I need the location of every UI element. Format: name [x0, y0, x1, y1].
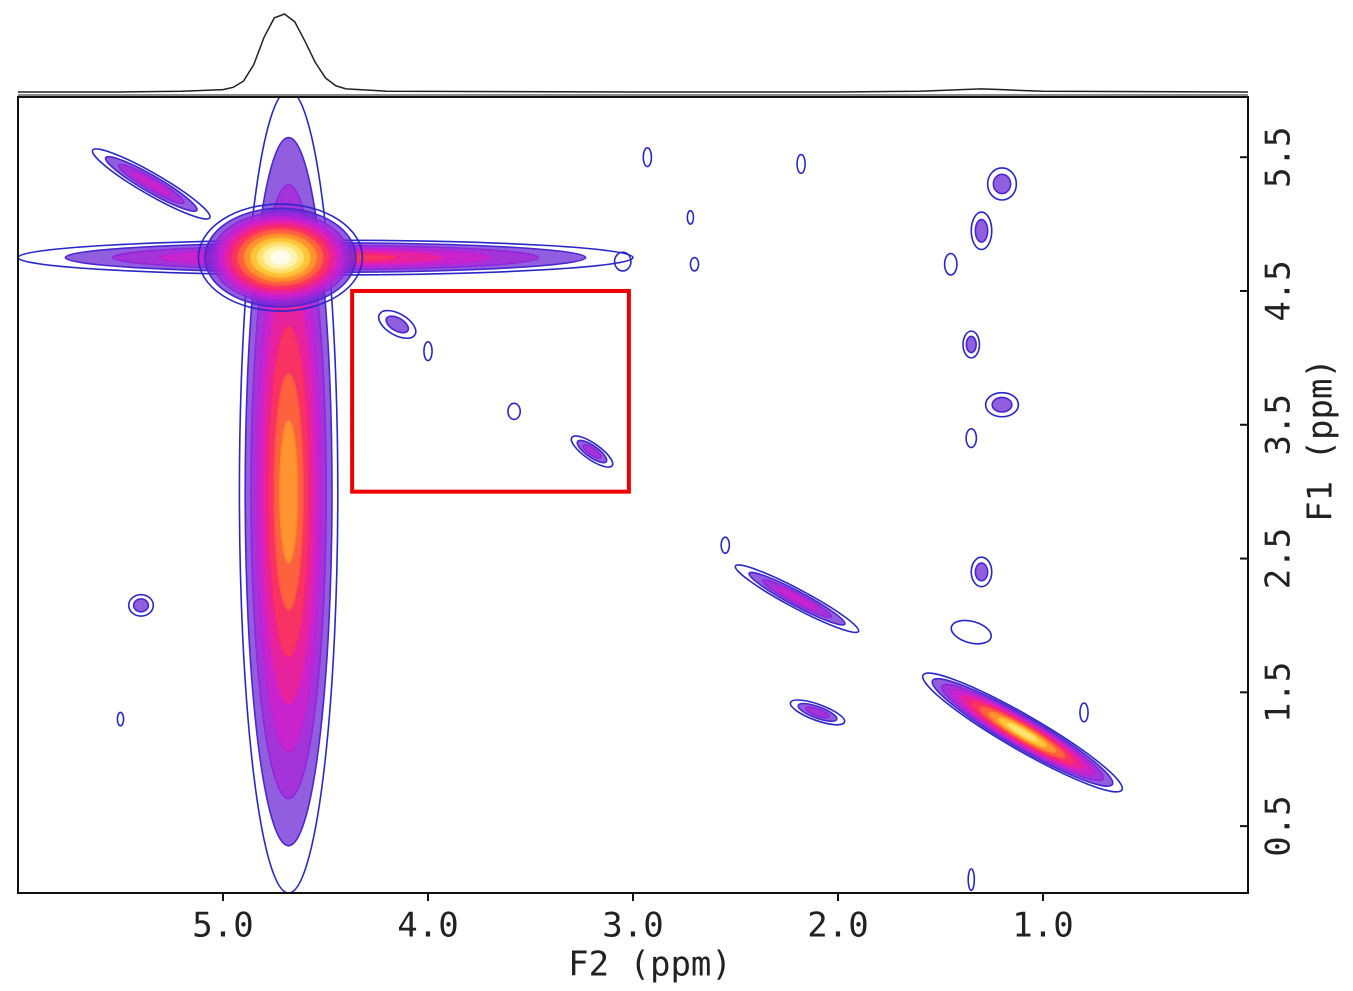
contour-level	[967, 868, 976, 892]
contour-level	[962, 330, 981, 359]
projection	[18, 13, 1249, 96]
projection-line	[18, 13, 1249, 93]
contour-level	[789, 699, 846, 726]
contour-level	[423, 341, 433, 362]
x-tick-label: 5.0	[192, 906, 253, 946]
contour-level	[734, 564, 860, 634]
y-axis-label: F1 (ppm)	[1301, 358, 1341, 522]
x-tick-label: 4.0	[397, 906, 458, 946]
contour-level	[974, 562, 989, 582]
x-axis-label: F2 (ppm)	[568, 945, 732, 985]
x-tick-label: 2.0	[807, 906, 868, 946]
x-tick-label: 1.0	[1012, 906, 1073, 946]
contour-level	[796, 153, 806, 175]
contour-level	[775, 586, 819, 611]
contour-level	[238, 97, 339, 893]
contour-level	[970, 211, 993, 251]
contour-level	[986, 167, 1018, 201]
contour-level	[385, 315, 410, 334]
contour-level	[991, 396, 1013, 413]
contour-level	[720, 536, 731, 554]
contour-level	[805, 706, 830, 719]
contour-level	[507, 402, 522, 421]
contour-level	[116, 711, 125, 727]
contour-level	[279, 420, 299, 564]
y-tick-label: 5.5	[1259, 126, 1299, 187]
contour-level	[642, 147, 653, 168]
y-tick-label: 4.5	[1259, 260, 1299, 321]
contour-level	[689, 256, 700, 272]
plot-area	[18, 97, 1124, 893]
contour-level	[950, 619, 993, 645]
x-tick-label: 3.0	[602, 906, 663, 946]
contour-level	[613, 251, 632, 272]
contour-level	[970, 556, 993, 588]
contour-level	[921, 672, 1124, 793]
contour-level	[130, 171, 172, 197]
y-tick-label: 2.5	[1259, 528, 1299, 589]
contour-level	[377, 309, 417, 340]
contour-level	[91, 148, 211, 220]
contour-level	[984, 391, 1020, 418]
contour-level	[974, 218, 989, 243]
contour-level	[1007, 723, 1038, 742]
y-tick-label: 3.5	[1259, 394, 1299, 455]
y-tick-label: 0.5	[1259, 795, 1299, 856]
contour-level	[965, 335, 977, 354]
y-tick-label: 1.5	[1259, 662, 1299, 723]
axes: 5.0 4.0 3.0 2.0 1.0 0.5 1.5 2.5 3.5 4.5 5.5	[192, 126, 1298, 945]
highlight-box	[350, 288, 631, 494]
contour-level	[943, 252, 958, 276]
contour-level	[582, 444, 602, 459]
contour-level	[686, 209, 695, 225]
contour-level	[965, 427, 978, 449]
contour-level	[197, 203, 364, 312]
contour-level	[570, 435, 614, 468]
contour-level	[132, 598, 150, 613]
contour-level	[127, 593, 155, 617]
contour-level	[992, 173, 1012, 195]
contour-level	[1079, 702, 1089, 723]
contour-level	[269, 250, 292, 265]
